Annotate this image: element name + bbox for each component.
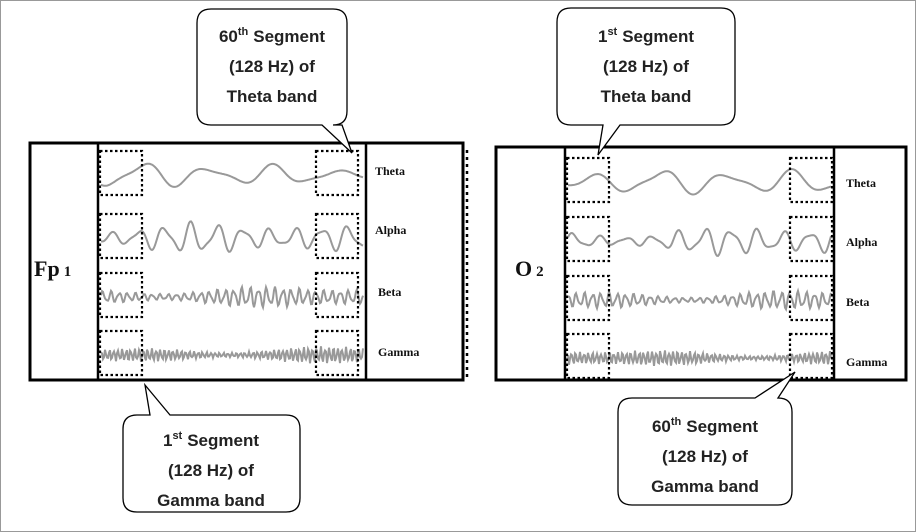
callout-bubble bbox=[556, 7, 736, 156]
ordinal-suffix: th bbox=[238, 26, 249, 38]
callout-line: (128 Hz) of bbox=[662, 447, 748, 466]
channel-name: O bbox=[515, 256, 532, 281]
segment-box bbox=[98, 149, 144, 197]
channel-label: Fp 1 bbox=[34, 256, 71, 281]
ordinal-suffix: st bbox=[607, 26, 617, 38]
callout-line: 1st Segment bbox=[163, 430, 259, 450]
callout-word: Segment bbox=[622, 27, 694, 46]
channel-sub: 2 bbox=[536, 264, 544, 280]
waveform bbox=[100, 220, 364, 253]
ordinal: 60 bbox=[652, 417, 671, 436]
waves bbox=[98, 149, 364, 377]
callout-word: Segment bbox=[253, 27, 325, 46]
callout-line: 60th Segment bbox=[652, 416, 758, 436]
callout-line: Theta band bbox=[227, 87, 318, 106]
ordinal: 1 bbox=[163, 431, 172, 450]
callout-line: Gamma band bbox=[651, 477, 759, 496]
channel-name: Fp bbox=[34, 256, 60, 281]
callout-line: (128 Hz) of bbox=[229, 57, 315, 76]
segment-box bbox=[565, 332, 611, 380]
segment-box bbox=[788, 215, 834, 263]
callout-word: Segment bbox=[187, 431, 259, 450]
band-label: Gamma bbox=[846, 355, 887, 369]
waveform bbox=[567, 227, 832, 257]
waves bbox=[565, 156, 834, 380]
segment-box bbox=[314, 329, 360, 377]
segment-box bbox=[565, 215, 611, 263]
segment-box bbox=[565, 156, 611, 204]
callout-line: (128 Hz) of bbox=[168, 461, 254, 480]
band-label: Beta bbox=[378, 285, 401, 299]
segment-box bbox=[788, 274, 834, 322]
segment-box bbox=[565, 274, 611, 322]
band-label: Beta bbox=[846, 295, 869, 309]
panel-frame bbox=[28, 141, 465, 382]
segment-box bbox=[314, 271, 360, 319]
ordinal-suffix: st bbox=[172, 430, 182, 442]
segment-box bbox=[314, 149, 360, 197]
waveform bbox=[567, 287, 832, 313]
callout-line: 1st Segment bbox=[598, 26, 694, 46]
waveform bbox=[100, 283, 364, 312]
ordinal-suffix: th bbox=[671, 416, 682, 428]
callout-bubble bbox=[617, 371, 796, 506]
channel-sub: 1 bbox=[64, 264, 72, 280]
panel-frame bbox=[494, 145, 908, 382]
callout-bubble bbox=[196, 8, 353, 154]
callout-line: Theta band bbox=[601, 87, 692, 106]
callout-line: (128 Hz) of bbox=[603, 57, 689, 76]
band-label: Alpha bbox=[375, 223, 406, 237]
segment-box bbox=[98, 329, 144, 377]
band-label: Gamma bbox=[378, 345, 419, 359]
segment-box bbox=[98, 271, 144, 319]
waveform bbox=[567, 168, 832, 196]
callout-line: 60th Segment bbox=[219, 26, 325, 46]
segment-box bbox=[788, 156, 834, 204]
callout-line: Gamma band bbox=[157, 491, 265, 510]
band-label: Theta bbox=[375, 164, 405, 178]
band-label: Alpha bbox=[846, 235, 877, 249]
callout-word: Segment bbox=[686, 417, 758, 436]
callout-bubble bbox=[122, 382, 301, 513]
waveform bbox=[100, 345, 364, 364]
waveform bbox=[567, 349, 832, 367]
segment-box bbox=[314, 212, 360, 260]
band-label: Theta bbox=[846, 176, 876, 190]
segment-box bbox=[98, 212, 144, 260]
ordinal: 1 bbox=[598, 27, 607, 46]
waveform bbox=[100, 162, 364, 188]
segment-box bbox=[788, 332, 834, 380]
ordinal: 60 bbox=[219, 27, 238, 46]
